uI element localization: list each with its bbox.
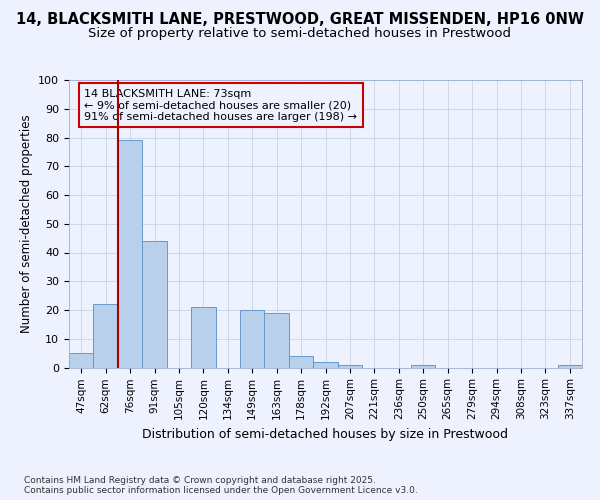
Text: 14, BLACKSMITH LANE, PRESTWOOD, GREAT MISSENDEN, HP16 0NW: 14, BLACKSMITH LANE, PRESTWOOD, GREAT MI… [16, 12, 584, 28]
Bar [289, 356, 313, 368]
Bar [191, 307, 215, 368]
Bar [313, 362, 338, 368]
Bar [142, 241, 167, 368]
Bar [338, 364, 362, 368]
Text: Contains HM Land Registry data © Crown copyright and database right 2025.
Contai: Contains HM Land Registry data © Crown c… [24, 476, 418, 495]
X-axis label: Distribution of semi-detached houses by size in Prestwood: Distribution of semi-detached houses by … [143, 428, 509, 440]
Y-axis label: Number of semi-detached properties: Number of semi-detached properties [20, 114, 33, 333]
Text: 14 BLACKSMITH LANE: 73sqm
← 9% of semi-detached houses are smaller (20)
91% of s: 14 BLACKSMITH LANE: 73sqm ← 9% of semi-d… [85, 88, 358, 122]
Bar [118, 140, 142, 368]
Bar [94, 304, 118, 368]
Bar [69, 353, 94, 368]
Text: Size of property relative to semi-detached houses in Prestwood: Size of property relative to semi-detach… [89, 28, 511, 40]
Bar [240, 310, 265, 368]
Bar [557, 364, 582, 368]
Bar [265, 313, 289, 368]
Bar [411, 364, 436, 368]
